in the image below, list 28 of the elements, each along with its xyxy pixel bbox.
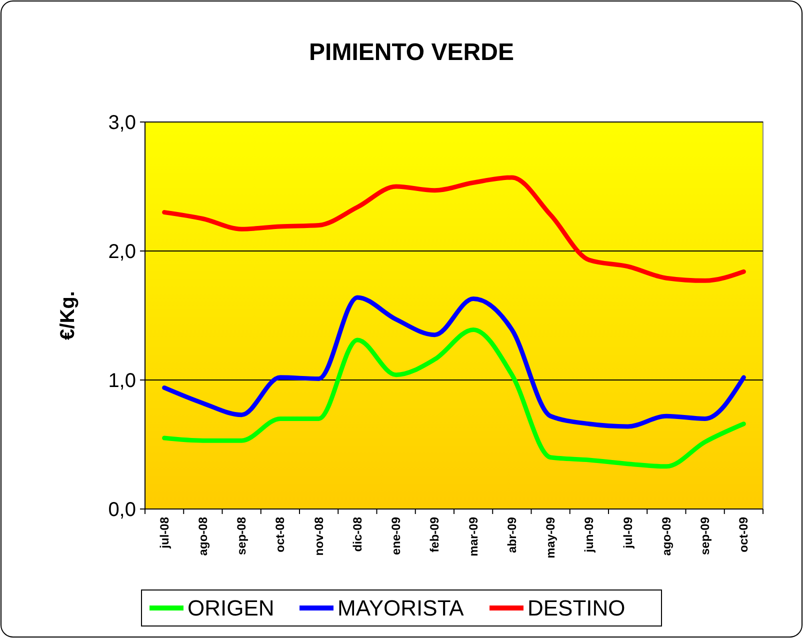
- chart-title: PIMIENTO VERDE: [309, 39, 514, 66]
- x-tick-label: ago-09: [659, 516, 674, 556]
- x-tick-label: oct-08: [273, 516, 288, 552]
- y-tick-label: 1,0: [108, 370, 136, 392]
- x-tick-label: mar-09: [466, 516, 480, 556]
- line-series: [162, 295, 746, 429]
- x-tick-label: ago-08: [196, 516, 210, 556]
- line-series: [162, 327, 746, 469]
- x-tick-label: jun-09: [582, 516, 596, 554]
- legend-label: DESTINO: [528, 596, 626, 621]
- x-tick-label: oct-09: [736, 516, 751, 552]
- x-tick-label: abr-09: [504, 516, 519, 554]
- x-tick-label: nov-08: [312, 516, 326, 556]
- y-tick-label: 3,0: [108, 112, 136, 134]
- x-tick-label: dic-08: [350, 516, 364, 552]
- x-tick-label: jul-09: [620, 516, 635, 550]
- y-tick-label: 0,0: [108, 499, 136, 521]
- x-tick-label: sep-08: [234, 516, 249, 556]
- x-tick-label: may-09: [544, 516, 558, 558]
- x-tick-label: jul-08: [157, 516, 172, 550]
- line-series: [162, 175, 746, 283]
- x-tick-label: sep-09: [698, 516, 712, 556]
- y-tick-label: 2,0: [108, 241, 136, 263]
- x-tick-label: feb-09: [428, 516, 442, 552]
- y-axis-title: €/Kg.: [57, 291, 79, 340]
- x-tick-label: ene-09: [389, 516, 404, 556]
- legend-label: ORIGEN: [188, 596, 274, 621]
- legend-label: MAYORISTA: [338, 596, 464, 621]
